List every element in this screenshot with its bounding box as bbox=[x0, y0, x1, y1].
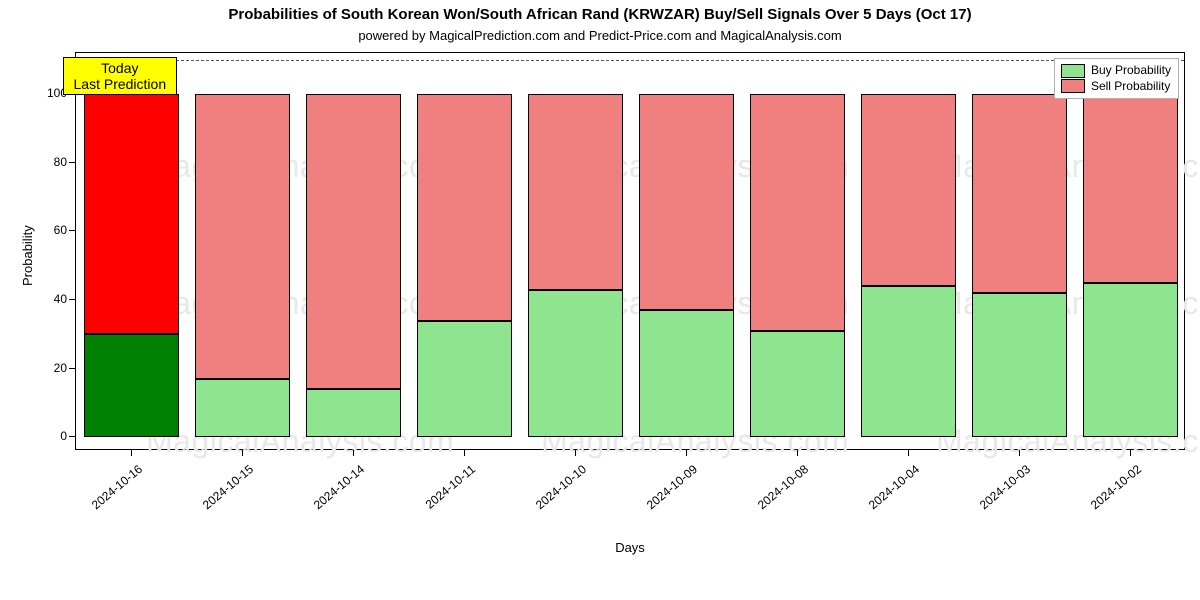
y-tick-label: 20 bbox=[27, 361, 67, 375]
y-tick-label: 100 bbox=[27, 86, 67, 100]
x-tick bbox=[908, 450, 909, 456]
today-annotation: TodayLast Prediction bbox=[63, 57, 178, 95]
watermark: MagicalAnalysis.com bbox=[146, 423, 454, 460]
bar-buy bbox=[528, 290, 622, 438]
y-tick-label: 60 bbox=[27, 223, 67, 237]
reference-line bbox=[76, 60, 1184, 61]
x-tick bbox=[686, 450, 687, 456]
bar-sell bbox=[1083, 94, 1177, 283]
y-tick-label: 40 bbox=[27, 292, 67, 306]
y-tick-label: 0 bbox=[27, 429, 67, 443]
watermark: MagicalAnalysis.com bbox=[146, 148, 454, 185]
legend-swatch-buy bbox=[1061, 64, 1085, 78]
x-tick bbox=[131, 450, 132, 456]
bar-buy bbox=[417, 321, 511, 438]
legend-swatch-sell bbox=[1061, 79, 1085, 93]
chart-title: Probabilities of South Korean Won/South … bbox=[0, 6, 1200, 23]
x-tick bbox=[575, 450, 576, 456]
bar-sell bbox=[417, 94, 511, 320]
x-tick-label: 2024-10-04 bbox=[836, 462, 922, 537]
x-tick-label: 2024-10-15 bbox=[170, 462, 256, 537]
today-annotation-line1: Today bbox=[74, 60, 167, 76]
bar-buy bbox=[639, 310, 733, 437]
bar-sell bbox=[750, 94, 844, 331]
bar-sell bbox=[528, 94, 622, 290]
bar-sell bbox=[972, 94, 1066, 293]
y-tick bbox=[69, 230, 75, 231]
y-tick bbox=[69, 299, 75, 300]
y-tick bbox=[69, 162, 75, 163]
legend-label-buy: Buy Probability bbox=[1091, 63, 1171, 79]
legend-item-buy: Buy Probability bbox=[1061, 63, 1171, 79]
legend: Buy Probability Sell Probability bbox=[1054, 58, 1179, 99]
bar-buy bbox=[1083, 283, 1177, 437]
x-tick-label: 2024-10-08 bbox=[725, 462, 811, 537]
bar-buy bbox=[84, 334, 178, 437]
x-tick-label: 2024-10-02 bbox=[1058, 462, 1144, 537]
x-tick bbox=[1019, 450, 1020, 456]
x-tick bbox=[242, 450, 243, 456]
bar-buy bbox=[861, 286, 955, 437]
bar-sell bbox=[861, 94, 955, 286]
bar-sell bbox=[84, 94, 178, 334]
y-tick bbox=[69, 436, 75, 437]
x-tick-label: 2024-10-09 bbox=[614, 462, 700, 537]
bar-sell bbox=[306, 94, 400, 389]
y-tick bbox=[69, 368, 75, 369]
watermark: MagicalAnalysis.com bbox=[146, 285, 454, 322]
x-tick-label: 2024-10-16 bbox=[59, 462, 145, 537]
x-axis-label: Days bbox=[580, 540, 680, 555]
today-annotation-line2: Last Prediction bbox=[74, 76, 167, 92]
bar-buy bbox=[972, 293, 1066, 437]
x-tick bbox=[797, 450, 798, 456]
x-tick-label: 2024-10-14 bbox=[281, 462, 367, 537]
y-tick-label: 80 bbox=[27, 155, 67, 169]
legend-label-sell: Sell Probability bbox=[1091, 79, 1170, 95]
x-tick bbox=[353, 450, 354, 456]
x-tick-label: 2024-10-03 bbox=[947, 462, 1033, 537]
bar-buy bbox=[306, 389, 400, 437]
plot-area: MagicalAnalysis.comMagicalAnalysis.comMa… bbox=[75, 52, 1185, 450]
bar-buy bbox=[750, 331, 844, 437]
bar-buy bbox=[195, 379, 289, 437]
x-tick bbox=[1130, 450, 1131, 456]
chart-subtitle: powered by MagicalPrediction.com and Pre… bbox=[0, 28, 1200, 43]
x-tick-label: 2024-10-11 bbox=[392, 462, 478, 537]
legend-item-sell: Sell Probability bbox=[1061, 79, 1171, 95]
bar-sell bbox=[195, 94, 289, 379]
bar-sell bbox=[639, 94, 733, 310]
x-tick bbox=[464, 450, 465, 456]
x-tick-label: 2024-10-10 bbox=[503, 462, 589, 537]
